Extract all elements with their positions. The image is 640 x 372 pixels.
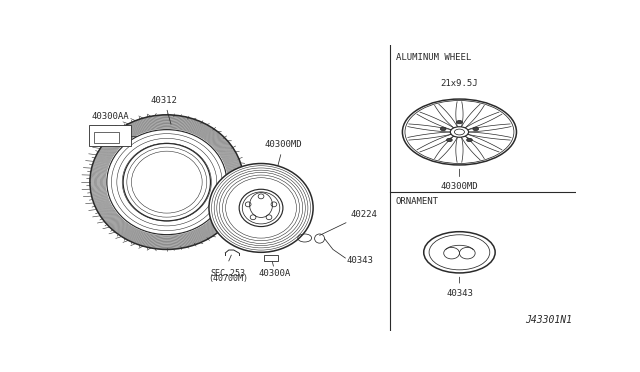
Text: 40300MD: 40300MD	[440, 169, 478, 191]
Bar	[94, 132, 119, 144]
Ellipse shape	[451, 127, 468, 137]
Ellipse shape	[209, 164, 313, 252]
Text: ORNAMENT: ORNAMENT	[396, 197, 439, 206]
Text: 40224: 40224	[319, 210, 377, 235]
Text: J43301N1: J43301N1	[525, 315, 573, 325]
Ellipse shape	[467, 138, 472, 142]
Bar	[89, 125, 131, 146]
Ellipse shape	[440, 127, 446, 131]
Text: 40343: 40343	[347, 256, 374, 264]
Text: (40700M): (40700M)	[208, 274, 248, 283]
Ellipse shape	[473, 127, 479, 131]
Text: 40312: 40312	[151, 96, 178, 124]
Ellipse shape	[456, 121, 462, 124]
Ellipse shape	[424, 232, 495, 273]
Text: 40300A: 40300A	[259, 269, 291, 278]
Text: 21x9.5J: 21x9.5J	[440, 78, 478, 87]
Text: SEC.253: SEC.253	[211, 269, 245, 278]
Text: ALUMINUM WHEEL: ALUMINUM WHEEL	[396, 53, 471, 62]
Text: 40300AA: 40300AA	[91, 112, 129, 121]
Text: 40300MD: 40300MD	[264, 140, 302, 171]
Ellipse shape	[447, 138, 452, 142]
Text: 40343: 40343	[446, 277, 473, 298]
FancyBboxPatch shape	[264, 255, 278, 261]
Ellipse shape	[403, 99, 516, 165]
